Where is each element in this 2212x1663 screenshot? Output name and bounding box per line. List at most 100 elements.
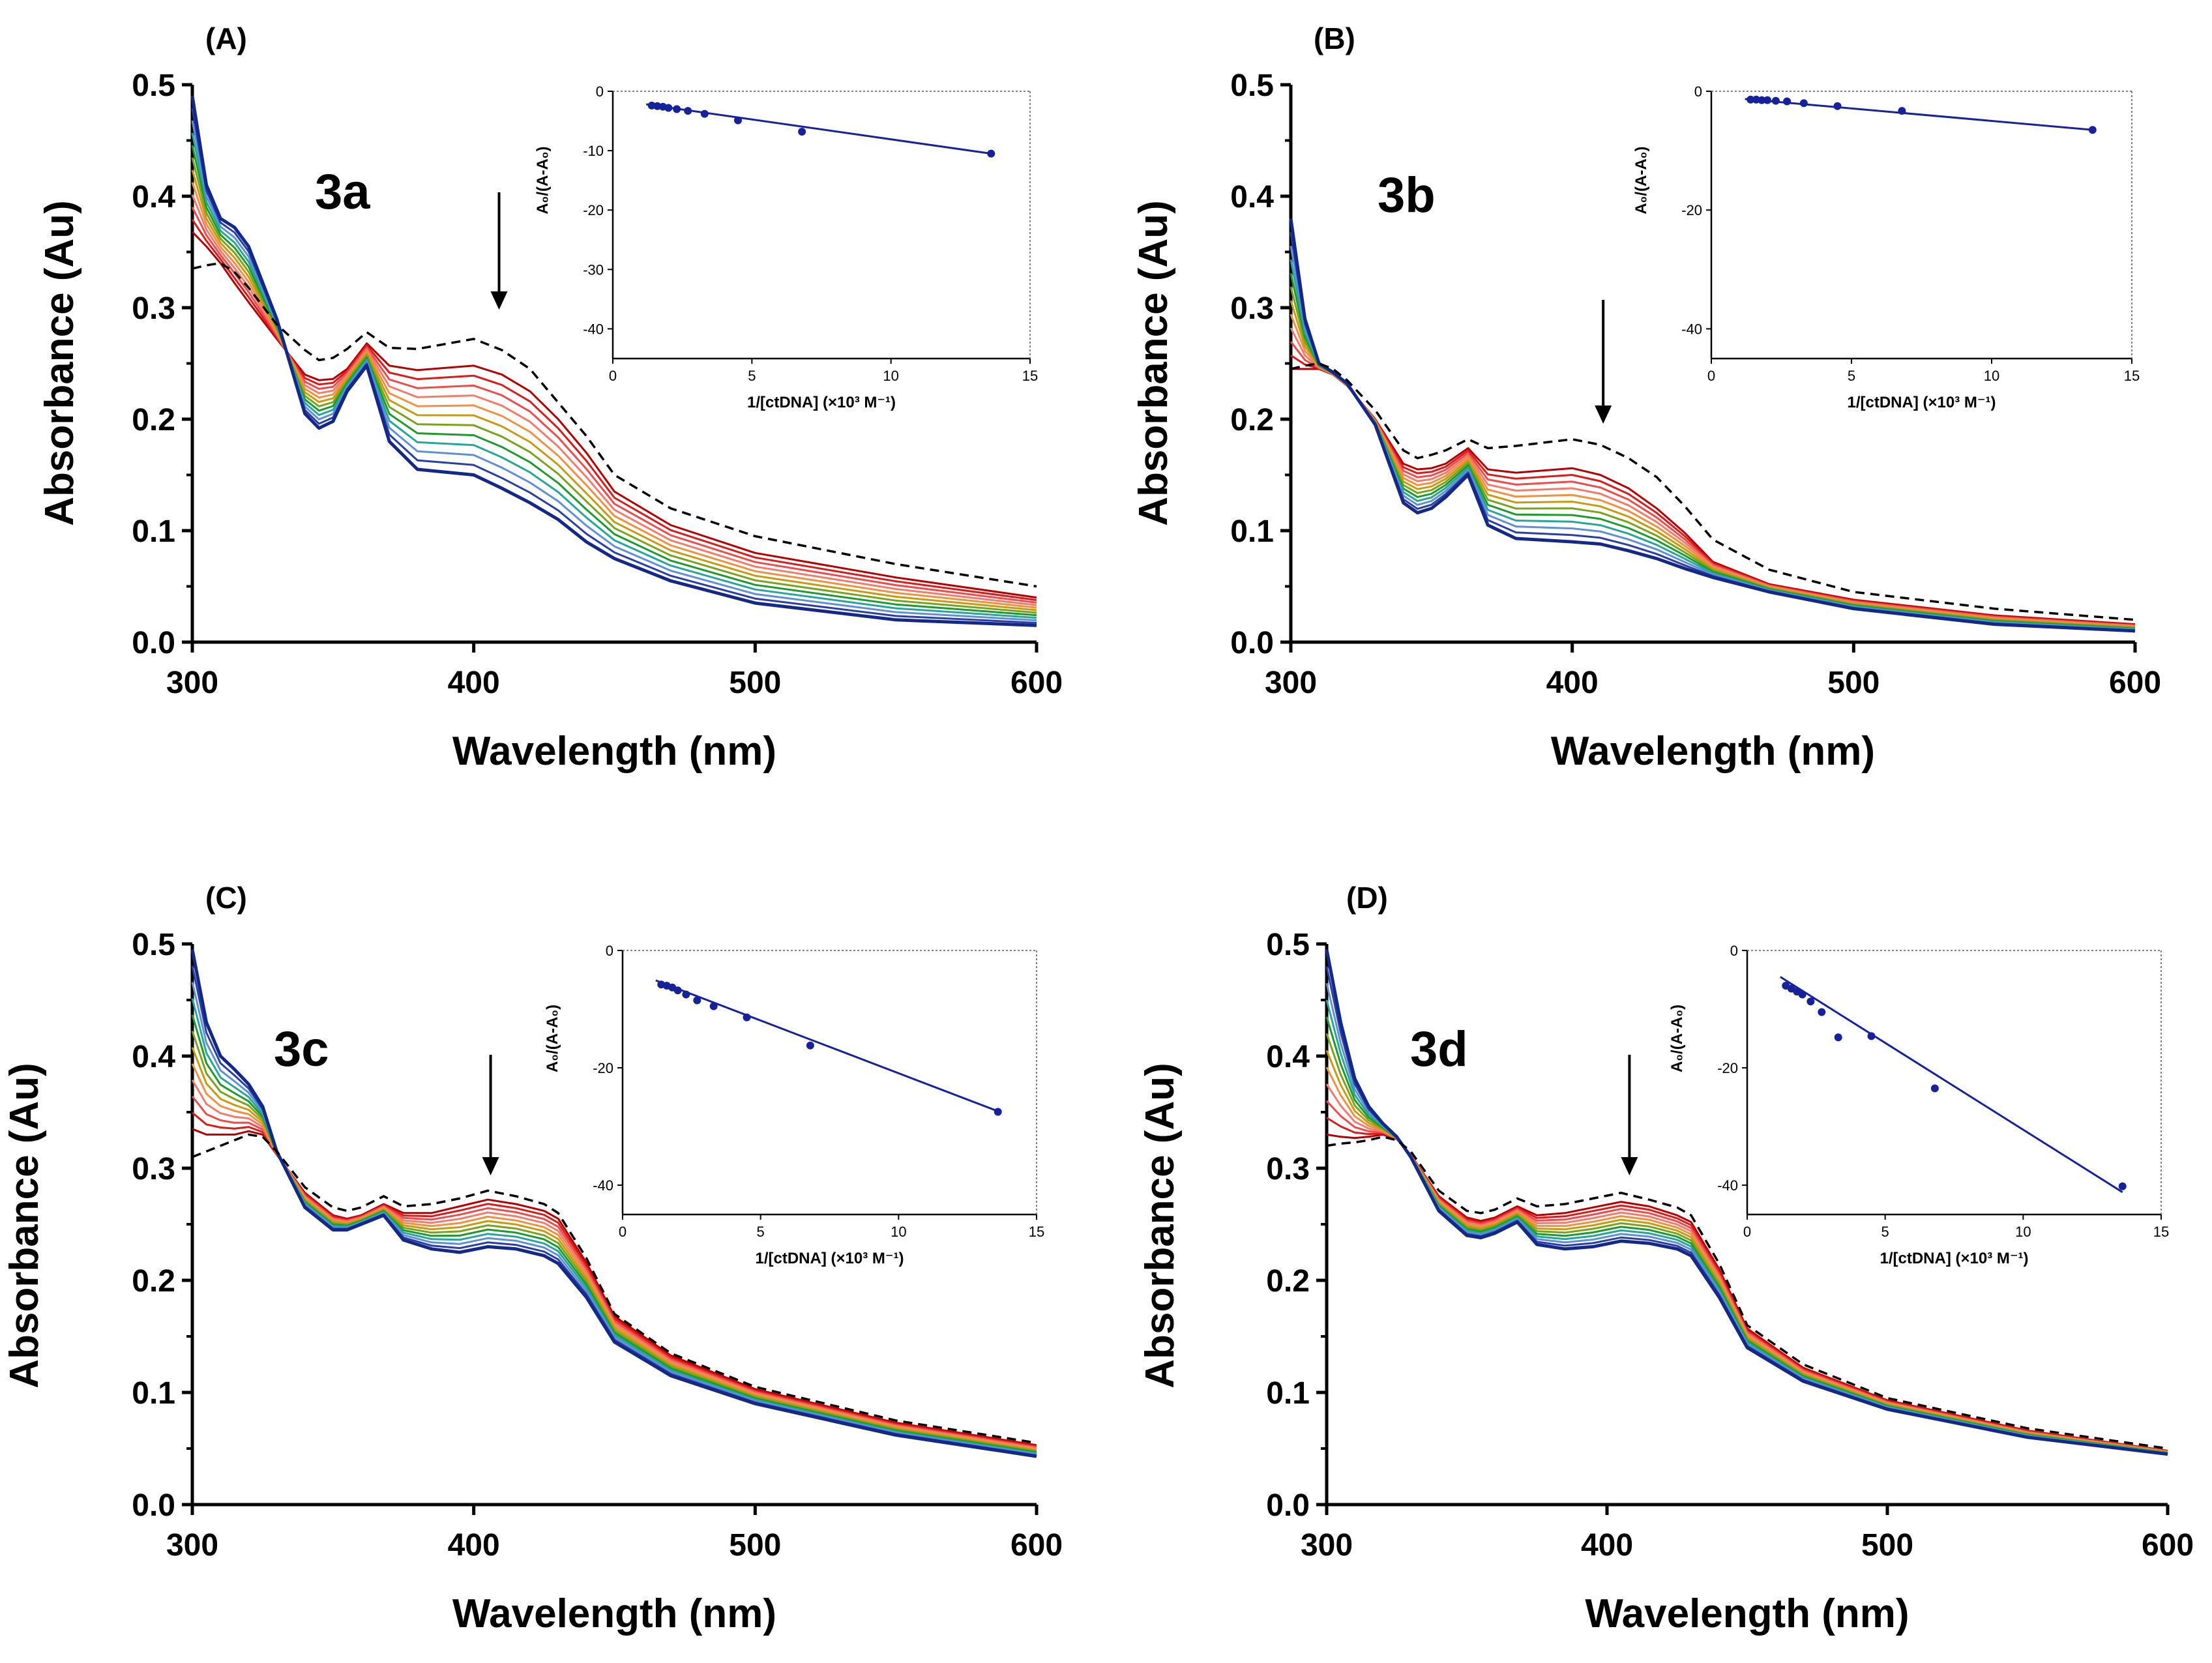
x-axis-title: Wavelength (nm) <box>1551 729 1875 774</box>
inset-data-point <box>673 986 682 995</box>
y-tick-label: 0.0 <box>132 626 175 660</box>
inset-y-tick-label: -40 <box>593 1177 613 1194</box>
x-axis-title: Wavelength (nm) <box>452 729 776 774</box>
x-tick-label: 600 <box>2109 666 2161 700</box>
spectrum-series-2 <box>192 1111 1037 1447</box>
inset-x-tick-label: 5 <box>757 1224 765 1240</box>
spectrum-series-9 <box>191 132 1037 619</box>
y-tick-label: 0.5 <box>1230 68 1274 103</box>
y-tick-label: 0.4 <box>132 180 175 214</box>
x-tick-label: 400 <box>448 1528 500 1563</box>
y-tick-label: 0.3 <box>1230 291 1274 326</box>
y-tick-label: 0.1 <box>1230 514 1274 549</box>
spectrum-free-dashed <box>1290 362 2136 621</box>
inset-fit-line <box>655 979 999 1113</box>
inset-data-point <box>1747 95 1755 104</box>
inset-y-tick-label: -40 <box>583 321 604 337</box>
inset-x-tick-label: 15 <box>2153 1224 2169 1240</box>
compound-label: 3a <box>315 164 370 220</box>
inset-data-point <box>1833 102 1842 110</box>
inset-data-point <box>2118 1182 2127 1190</box>
x-axis-title: Wavelength (nm) <box>452 1591 776 1636</box>
y-tick-label: 0.1 <box>132 1376 175 1411</box>
spectrum-series-8 <box>191 1014 1037 1454</box>
inset-x-axis-title: 1/[ctDNA] (×10³ M⁻¹) <box>1847 394 1996 411</box>
spectrum-series-4 <box>191 1079 1037 1449</box>
spectrum-series-11 <box>191 108 1037 624</box>
y-tick-label: 0.4 <box>132 1040 175 1074</box>
y-axis-title: Absorbance (Au) <box>1131 200 1176 525</box>
x-tick-label: 300 <box>166 666 218 700</box>
spectrum-series-4 <box>191 194 1037 606</box>
inset-data-point <box>806 1041 814 1050</box>
inset-data-point <box>1798 990 1806 999</box>
spectrum-series-3 <box>191 1095 1037 1449</box>
arrow-head <box>482 1157 499 1175</box>
inset-data-point <box>700 110 709 118</box>
y-tick-label: 0.1 <box>1266 1376 1310 1411</box>
y-axis-title: Absorbance (Au) <box>2 1063 47 1388</box>
spectrum-series-12 <box>190 95 1037 627</box>
spectrum-series-1 <box>191 231 1037 599</box>
y-tick-label: 0.5 <box>132 68 175 103</box>
inset-x-tick-label: 15 <box>1022 368 1038 384</box>
x-tick-label: 500 <box>1827 666 1880 700</box>
inset-data-point <box>693 996 701 1005</box>
spectrum-series-8 <box>191 145 1037 617</box>
spectrum-series-2 <box>1290 354 2136 626</box>
y-tick-label: 0.2 <box>1266 1264 1310 1299</box>
panel-letter: (B) <box>1314 22 1355 55</box>
inset-fit-line <box>1745 98 2093 131</box>
inset-x-tick-label: 0 <box>1707 368 1715 384</box>
inset-data-point <box>987 149 995 158</box>
inset-x-axis-title: 1/[ctDNA] (×10³ M⁻¹) <box>755 1250 904 1267</box>
compound-label: 3d <box>1410 1022 1468 1077</box>
inset-x-tick-label: 5 <box>1881 1224 1889 1240</box>
inset-y-tick-label: 0 <box>1694 83 1702 100</box>
spectra-group <box>1289 218 2136 633</box>
spectra-group <box>190 95 1037 627</box>
inset-x-tick-label: 0 <box>1743 1224 1751 1240</box>
inset-y-tick-label: 0 <box>596 83 604 100</box>
spectrum-series-12 <box>1325 949 2168 1456</box>
y-tick-label: 0.0 <box>132 1488 175 1523</box>
spectrum-series-3 <box>191 207 1037 604</box>
inset-x-tick-label: 10 <box>2015 1224 2031 1240</box>
inset-y-tick-label: 0 <box>606 943 613 959</box>
y-tick-label: 0.5 <box>1266 928 1310 962</box>
x-axis-title: Wavelength (nm) <box>1585 1591 1909 1636</box>
inset-y-tick-label: -20 <box>1681 202 1702 218</box>
arrow-head <box>1621 1157 1638 1175</box>
x-tick-label: 300 <box>166 1528 218 1563</box>
inset-data-point <box>1806 997 1815 1006</box>
inset-data-point <box>1783 97 1792 106</box>
inset-data-point <box>709 1002 718 1010</box>
inset-data-point <box>734 116 742 125</box>
inset-plot: 0 5 10 15 -40 -20 0 1/[ctDNA] (×10³ M⁻¹) A₀/(A-A… <box>1668 943 2169 1267</box>
spectrum-series-7 <box>191 1031 1037 1452</box>
x-tick-label: 500 <box>729 1528 781 1563</box>
inset-plot: 0 5 10 15 -40 -30 -20 -10 0 1/[ctDNA] (×10³ M⁻¹) A… <box>534 83 1038 411</box>
inset-data-point <box>2088 126 2097 134</box>
inset-data-point <box>1799 99 1808 108</box>
inset-y-tick-label: -40 <box>1717 1177 1738 1194</box>
inset-x-axis-title: 1/[ctDNA] (×10³ M⁻¹) <box>747 394 896 411</box>
inset-data-point <box>1758 96 1766 104</box>
inset-x-axis-title: 1/[ctDNA] (×10³ M⁻¹) <box>1880 1250 2028 1267</box>
y-tick-label: 0.0 <box>1230 626 1274 660</box>
x-tick-label: 400 <box>1546 666 1599 700</box>
inset-x-tick-label: 5 <box>748 368 756 384</box>
inset-data-point <box>743 1013 751 1022</box>
y-tick-label: 0.1 <box>132 514 175 549</box>
spectrum-series-7 <box>191 157 1037 614</box>
x-tick-label: 500 <box>1861 1528 1913 1563</box>
inset-x-tick-label: 0 <box>609 368 617 384</box>
compound-label: 3c <box>274 1022 329 1077</box>
panel-letter: (D) <box>1346 881 1388 915</box>
spectra-group <box>190 949 1037 1458</box>
inset-data-point <box>1834 1033 1842 1042</box>
